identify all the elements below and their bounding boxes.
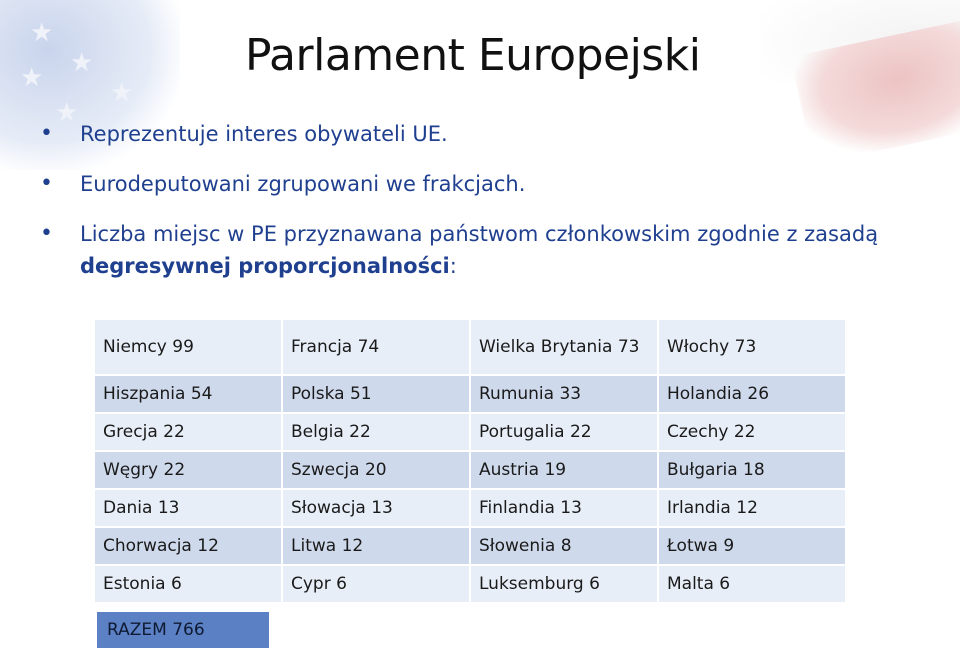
table-row: Grecja 22 Belgia 22 Portugalia 22 Czechy…: [95, 414, 847, 452]
bullet-item: Reprezentuje interes obywateli UE.: [40, 118, 920, 150]
table-cell: Włochy 73: [659, 320, 847, 376]
table-cell: Austria 19: [471, 452, 659, 490]
table-cell: Szwecja 20: [283, 452, 471, 490]
table-cell: Francja 74: [283, 320, 471, 376]
table-cell: Cypr 6: [283, 566, 471, 604]
star-icon: ★: [20, 63, 44, 93]
table-cell: Polska 51: [283, 376, 471, 414]
table-cell: Słowenia 8: [471, 528, 659, 566]
bullet-text: :: [449, 254, 457, 278]
table-cell: Litwa 12: [283, 528, 471, 566]
table-cell: Bułgaria 18: [659, 452, 847, 490]
poland-flag-decoration: [760, 0, 960, 170]
page-title: Parlament Europejski: [245, 30, 701, 81]
table-cell: Łotwa 9: [659, 528, 847, 566]
table-cell: Węgry 22: [95, 452, 283, 490]
table-row: Niemcy 99 Francja 74 Wielka Brytania 73 …: [95, 320, 847, 376]
seats-table: Niemcy 99 Francja 74 Wielka Brytania 73 …: [95, 320, 847, 604]
table-cell: Chorwacja 12: [95, 528, 283, 566]
table-cell: Finlandia 13: [471, 490, 659, 528]
table-row: Estonia 6 Cypr 6 Luksemburg 6 Malta 6: [95, 566, 847, 604]
table-cell: Belgia 22: [283, 414, 471, 452]
table-cell: Grecja 22: [95, 414, 283, 452]
star-icon: ★: [110, 78, 134, 108]
table-row: Węgry 22 Szwecja 20 Austria 19 Bułgaria …: [95, 452, 847, 490]
table-cell: Hiszpania 54: [95, 376, 283, 414]
table-cell: Rumunia 33: [471, 376, 659, 414]
bullet-text: Reprezentuje interes obywateli UE.: [80, 122, 448, 146]
star-icon: ★: [30, 18, 54, 48]
bullet-text: Liczba miejsc w PE przyznawana państwom …: [80, 222, 879, 246]
bullet-item: Eurodeputowani zgrupowani we frakcjach.: [40, 168, 920, 200]
table-cell: Wielka Brytania 73: [471, 320, 659, 376]
table-cell: Słowacja 13: [283, 490, 471, 528]
table-cell: Irlandia 12: [659, 490, 847, 528]
bullet-text: Eurodeputowani zgrupowani we frakcjach.: [80, 172, 526, 196]
table-cell: Malta 6: [659, 566, 847, 604]
table-cell: Portugalia 22: [471, 414, 659, 452]
table-cell: Holandia 26: [659, 376, 847, 414]
bullet-list: Reprezentuje interes obywateli UE. Eurod…: [40, 118, 920, 300]
table-row: Dania 13 Słowacja 13 Finlandia 13 Irland…: [95, 490, 847, 528]
table-row: Chorwacja 12 Litwa 12 Słowenia 8 Łotwa 9: [95, 528, 847, 566]
bullet-bold-text: degresywnej proporcjonalności: [80, 254, 450, 278]
table-cell: Luksemburg 6: [471, 566, 659, 604]
table-cell: Czechy 22: [659, 414, 847, 452]
total-seats-label: RAZEM 766: [97, 612, 269, 648]
bullet-item: Liczba miejsc w PE przyznawana państwom …: [40, 218, 920, 282]
star-icon: ★: [70, 48, 94, 78]
table-row: Hiszpania 54 Polska 51 Rumunia 33 Holand…: [95, 376, 847, 414]
table-cell: Estonia 6: [95, 566, 283, 604]
table-cell: Niemcy 99: [95, 320, 283, 376]
table-cell: Dania 13: [95, 490, 283, 528]
